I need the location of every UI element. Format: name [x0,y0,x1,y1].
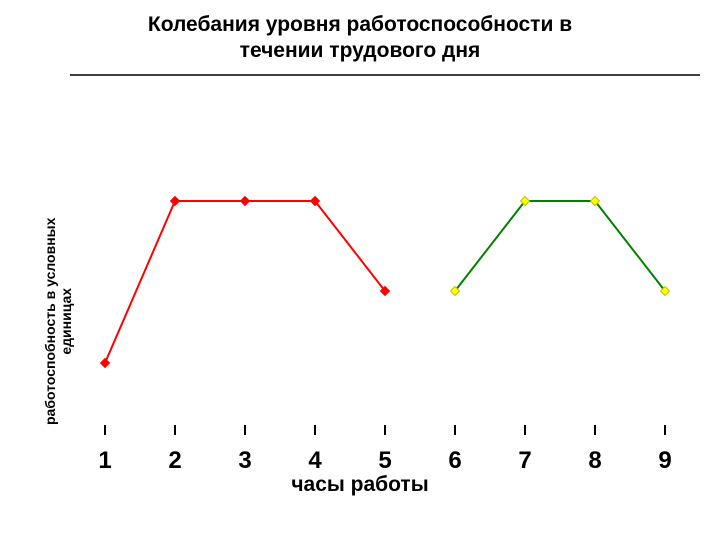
plot-svg [70,75,700,435]
x-tick-label: 2 [168,447,181,475]
series-first-half-marker [101,359,110,368]
chart-container: Колебания уровня работоспособности в теч… [0,0,720,540]
x-tick-label: 1 [98,447,111,475]
x-tick-label: 9 [658,447,671,475]
x-tick-label: 7 [518,447,531,475]
x-tick-label: 6 [448,447,461,475]
x-axis-label: часы работы [0,473,720,522]
plot-area [70,75,700,435]
series-first-half-line [105,201,385,363]
series-second-half-line [455,201,665,291]
chart-title: Колебания уровня работоспособности в теч… [0,12,720,65]
x-tick-label: 4 [308,447,321,475]
x-tick-label: 3 [238,447,251,475]
series-first-half-marker [241,197,250,206]
x-tick-label: 5 [378,447,391,475]
x-tick-label: 8 [588,447,601,475]
series-first-half-marker [171,197,180,206]
